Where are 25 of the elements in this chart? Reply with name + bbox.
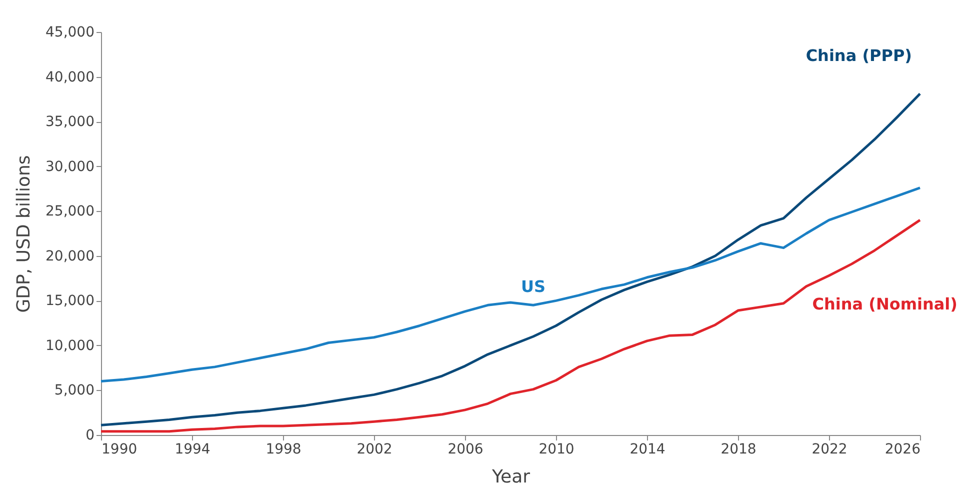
y-tick-label: 10,000 bbox=[46, 338, 94, 354]
x-tick-label: 1998 bbox=[266, 442, 302, 458]
series-label: China (PPP) bbox=[806, 46, 912, 65]
x-tick-label: 2002 bbox=[356, 442, 392, 458]
x-tick-label: 2018 bbox=[720, 442, 756, 458]
x-axis-title: Year bbox=[490, 466, 531, 488]
x-tick-label: 2026 bbox=[884, 442, 921, 458]
x-tick-label: 1990 bbox=[102, 442, 138, 458]
series-label: China (Nominal) bbox=[812, 294, 958, 314]
y-tick-label: 25,000 bbox=[46, 204, 94, 220]
y-tick-label: 20,000 bbox=[46, 248, 94, 264]
y-tick-label: 45,000 bbox=[46, 24, 94, 40]
y-tick-label: 35,000 bbox=[46, 114, 94, 130]
y-tick-label: 40,000 bbox=[46, 69, 94, 86]
x-tick-label: 1994 bbox=[174, 442, 210, 458]
series-label: US bbox=[520, 277, 546, 296]
y-tick-label: 0 bbox=[86, 428, 94, 444]
y-tick-label: 15,000 bbox=[46, 293, 94, 310]
x-tick-label: 2022 bbox=[812, 442, 848, 458]
x-tick-label: 2010 bbox=[538, 442, 574, 458]
x-tick-label: 2006 bbox=[448, 442, 484, 458]
y-tick-label: 30,000 bbox=[46, 158, 94, 175]
y-tick-label: 5,000 bbox=[54, 382, 94, 399]
x-tick-label: 2014 bbox=[630, 442, 666, 458]
y-axis-title: GDP, USD billions bbox=[14, 155, 35, 313]
